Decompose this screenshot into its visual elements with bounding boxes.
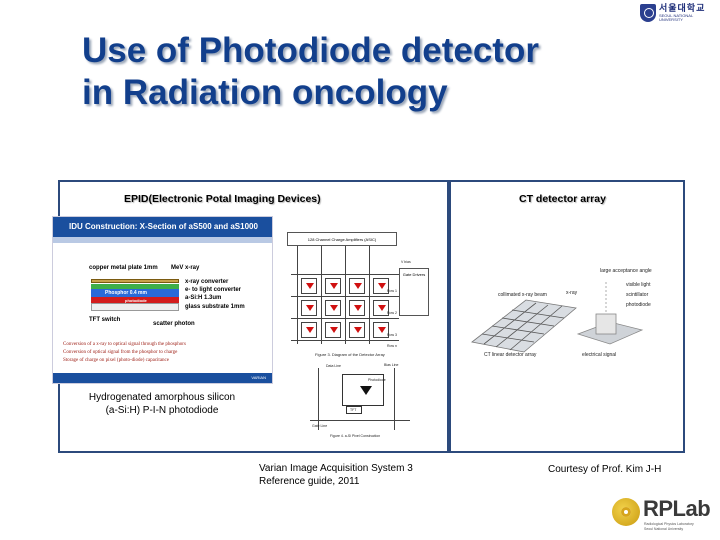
pixel-cell — [325, 278, 341, 294]
pixel-cell — [349, 322, 365, 338]
row-2-label: Row 2 — [387, 311, 397, 315]
e-light-label: e- to light converter — [185, 287, 242, 293]
logo-english-text: SEOUL NATIONAL UNIVERSITY — [658, 13, 694, 22]
scintillator-label: scintillator — [626, 292, 649, 298]
ct-heading: CT detector array — [519, 193, 606, 205]
slide-title: Use of Photodiode detector in Radiation … — [82, 30, 539, 114]
gate-drivers-box: Gate Drivers — [399, 268, 429, 316]
photodiode-ct-label: photodiode — [626, 302, 651, 308]
photodiode-layer — [91, 297, 179, 303]
bullet-1: Conversion of a x-ray to optical signal … — [63, 342, 186, 347]
reference-line-2: Reference guide, 2011 — [259, 476, 360, 487]
pixel-cell — [349, 300, 365, 316]
title-line-1: Use of Photodiode detector — [82, 31, 539, 70]
visible-light-label: visible light — [626, 282, 651, 288]
rplab-emblem-icon — [612, 498, 640, 526]
pixel-construction-diagram: Data Line Bias Line Photodiode TFT Gate … — [290, 362, 430, 442]
pixel-cell — [301, 322, 317, 338]
pixel-cell — [301, 278, 317, 294]
asic-box: 128 Channel Charge Amplifiers (ASIC) — [287, 232, 397, 246]
xray-converter-label: x-ray converter — [185, 279, 229, 285]
row-n-label: Row n — [387, 344, 397, 348]
idu-cross-section-figure: IDU Construction: X-Section of aS500 and… — [52, 216, 273, 384]
glass-label: glass substrate 1mm — [185, 304, 245, 310]
pixel-cell — [373, 278, 389, 294]
collimated-label: collimated x-ray beam — [498, 292, 547, 298]
mev-label: MeV x-ray — [171, 265, 200, 271]
bullet-3: Storage of charge on pixel (photo-diode)… — [63, 358, 169, 363]
glass-layer — [91, 303, 179, 311]
scatter-label: scatter photon — [153, 321, 195, 327]
logo-korean-text: 서울대학교 — [658, 3, 706, 13]
rplab-sub-1: Radiological Physics Laboratory — [644, 522, 694, 526]
snu-logo: 서울대학교 SEOUL NATIONAL UNIVERSITY — [640, 2, 718, 24]
rplab-name: RPLab — [643, 496, 711, 521]
phosphor-label: Phosphor 0.4 mm — [105, 290, 147, 296]
pixel-cell — [325, 300, 341, 316]
caption-line-2: (a-Si:H) P-I-N photodiode — [105, 405, 219, 416]
varian-reference: Varian Image Acquisition System 3 Refere… — [259, 462, 413, 488]
caption-line-1: Hydrogenated amorphous silicon — [88, 392, 236, 403]
vbias-label: V bias — [401, 260, 411, 264]
photodiode-box — [342, 374, 384, 406]
data-line-label: Data Line — [326, 364, 341, 368]
rplab-sub-2: Seoul National University — [644, 526, 684, 531]
rplab-subtitle: Radiological Physics Laboratory Seoul Na… — [644, 522, 704, 531]
array-caption: Figure 3. Diagram of the Detector Array — [315, 352, 385, 357]
tft-box — [346, 406, 362, 414]
ct-detector-figure: large acceptance angle visible light sci… — [466, 262, 668, 360]
row-3-label: Row 3 — [387, 333, 397, 337]
epid-heading: EPID(Electronic Potal Imaging Devices) — [124, 193, 321, 205]
tft-pix-label: TFT — [350, 408, 357, 412]
reference-line-1: Varian Image Acquisition System 3 — [259, 463, 413, 474]
pixel-cell — [349, 278, 365, 294]
asi-label: a-Si:H 1.3um — [185, 295, 222, 301]
bullet-2: Conversion of optical signal from the ph… — [63, 350, 178, 355]
gate-line-label: Gate Line — [312, 424, 328, 428]
title-line-2: in Radiation oncology — [82, 73, 448, 112]
asic-label: 128 Channel Charge Amplifiers (ASIC) — [307, 237, 377, 242]
pixel-caption: Figure 4. a-Si Pixel Construction — [330, 434, 381, 438]
detector-array-diagram: 128 Channel Charge Amplifiers (ASIC) V b… — [287, 232, 432, 360]
large-angle-label: large acceptance angle — [600, 268, 652, 274]
copper-layer — [91, 279, 179, 283]
xray-label: x-ray — [566, 290, 578, 296]
gate-label: Gate Drivers — [402, 272, 426, 277]
pixel-cell — [301, 300, 317, 316]
courtesy-reference: Courtesy of Prof. Kim J-H — [548, 464, 662, 475]
varian-footer-text: VARIAN — [251, 375, 266, 380]
copper-label: copper metal plate 1mm — [89, 265, 158, 271]
bias-line-label: Bias Line — [384, 363, 399, 367]
photodiode-pix-label: Photodiode — [368, 378, 386, 382]
tft-label: TFT switch — [89, 317, 121, 323]
photodiode-layer-label: photodiode — [125, 298, 147, 303]
idu-footer: VARIAN — [53, 373, 272, 383]
pixel-cell — [373, 300, 389, 316]
ct-linear-label: CT linear detector array — [484, 352, 537, 358]
rplab-logo: RPLab Radiological Physics Laboratory Se… — [612, 496, 720, 540]
phosphor-layer — [91, 289, 179, 297]
idu-header: IDU Construction: X-Section of aS500 and… — [53, 217, 272, 237]
ct-detector-drawing — [471, 282, 644, 353]
electrical-label: electrical signal — [582, 352, 617, 358]
epid-caption: Hydrogenated amorphous silicon (a-Si:H) … — [62, 391, 262, 417]
pixel-cell — [373, 322, 389, 338]
row-1-label: Row 1 — [387, 289, 397, 293]
diode-symbol-icon — [360, 386, 372, 395]
university-emblem-icon — [640, 4, 656, 22]
pixel-cell — [325, 322, 341, 338]
green-layer — [91, 284, 179, 289]
